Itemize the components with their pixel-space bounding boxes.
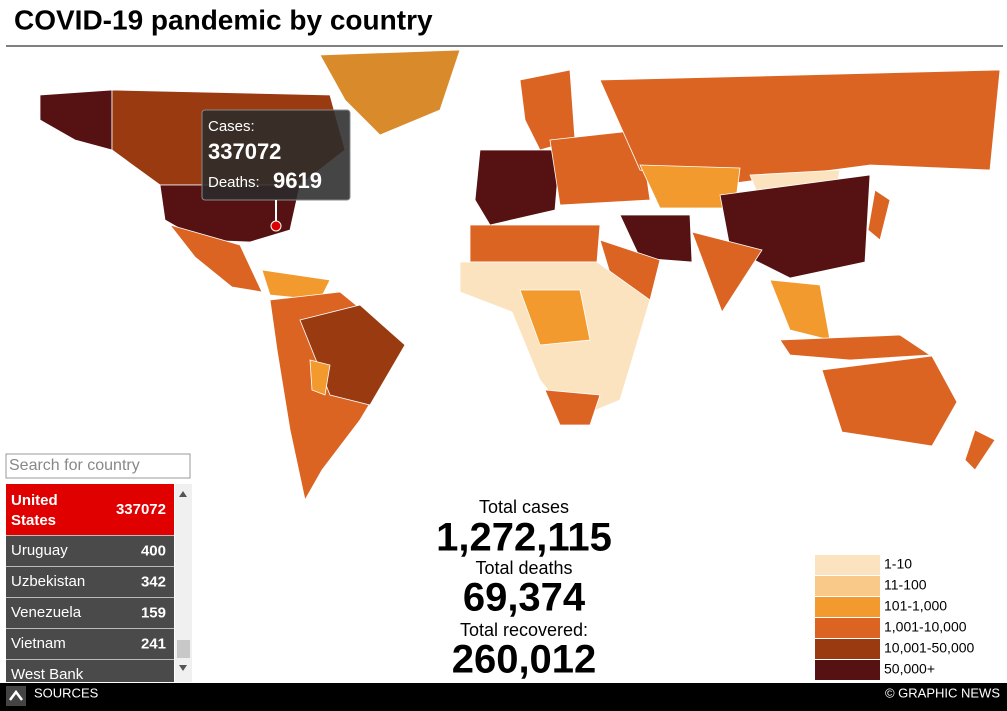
tooltip: Cases: 337072 Deaths: 9619 [201,109,351,232]
search-box[interactable] [5,453,191,479]
total-label: Total cases [479,497,569,517]
central-africa[interactable] [519,289,591,346]
country-cases: 342 [141,573,166,590]
legend-swatch [815,576,880,596]
scroll-up[interactable] [179,491,187,497]
indonesia[interactable] [779,334,932,361]
legend-swatch [815,660,880,680]
total-label: Total deaths [475,558,572,578]
western-europe[interactable] [474,149,561,226]
sources-toggle[interactable] [6,686,26,706]
country-list: United States 337072 Uruguay 400 Uzbekistan 34… [6,484,174,691]
tooltip-deaths-label: Deaths: [208,174,260,191]
mexico[interactable] [168,224,263,293]
legend-label: 50,000+ [884,661,935,677]
list-row[interactable] [6,660,174,691]
sources[interactable]: SOURCES [34,685,99,700]
eastern-europe[interactable] [549,129,651,206]
total-value: 1,272,115 [436,516,612,560]
legend-swatch [815,639,880,659]
country-cases: 241 [141,635,166,652]
legend-swatch [815,618,880,638]
world-map [39,49,1001,502]
scroll-down[interactable] [179,665,187,671]
scroll-thumb[interactable] [177,640,190,658]
legend-swatch [815,597,880,617]
total-value: 69,374 [463,576,586,620]
australia[interactable] [821,355,958,447]
south-africa[interactable] [544,389,601,426]
total-value: 260,012 [452,638,597,682]
list-row[interactable] [6,629,174,660]
title: COVID-19 pandemic by country [14,4,433,35]
north-africa[interactable] [469,224,601,263]
tooltip-cases: 337072 [208,139,281,164]
tooltip-deaths: 9619 [273,168,322,193]
alaska[interactable] [39,89,113,151]
total-label: Total recovered: [460,620,588,640]
legend: 1-10 11-100 101-1,000 1,001-10,000 10,001-50… [815,555,975,680]
legend-label: 1-10 [884,556,912,572]
iran[interactable] [619,214,693,263]
country-name: Uruguay [11,542,68,559]
country-name: Venezuela [11,604,82,621]
legend-label: 10,001-50,000 [884,640,975,656]
country-name: United States [11,492,58,529]
country-name: West Bank [11,666,84,683]
search-placeholder: Search for country [9,457,140,474]
country-cases: 159 [141,604,166,621]
japan[interactable] [867,189,891,241]
country-name: Vietnam [11,635,66,652]
country-name: Uzbekistan [11,573,85,590]
list-row[interactable] [6,598,174,629]
footer-bar [0,683,1007,711]
legend-swatch [815,555,880,575]
tooltip-cases-label: Cases: [208,118,255,135]
list-row[interactable] [6,484,174,536]
country-cases: 400 [141,542,166,559]
credit: © GRAPHIC NEWS [885,685,1000,700]
list-row[interactable] [6,536,174,567]
legend-label: 1,001-10,000 [884,619,967,635]
scrollbar [175,484,192,682]
new-zealand[interactable] [964,429,996,471]
india[interactable] [691,231,763,313]
legend-label: 11-100 [884,577,927,593]
toggle-arrow [9,689,23,701]
scroll-track [175,484,192,682]
greenland[interactable] [319,49,461,136]
southeast-asia[interactable] [769,279,831,341]
country-cases: 337072 [116,501,166,518]
list-row[interactable] [6,567,174,598]
legend-label: 101-1,000 [884,598,947,614]
location-dot [270,220,282,232]
russia[interactable] [599,69,1001,186]
bolivia[interactable] [309,359,331,396]
